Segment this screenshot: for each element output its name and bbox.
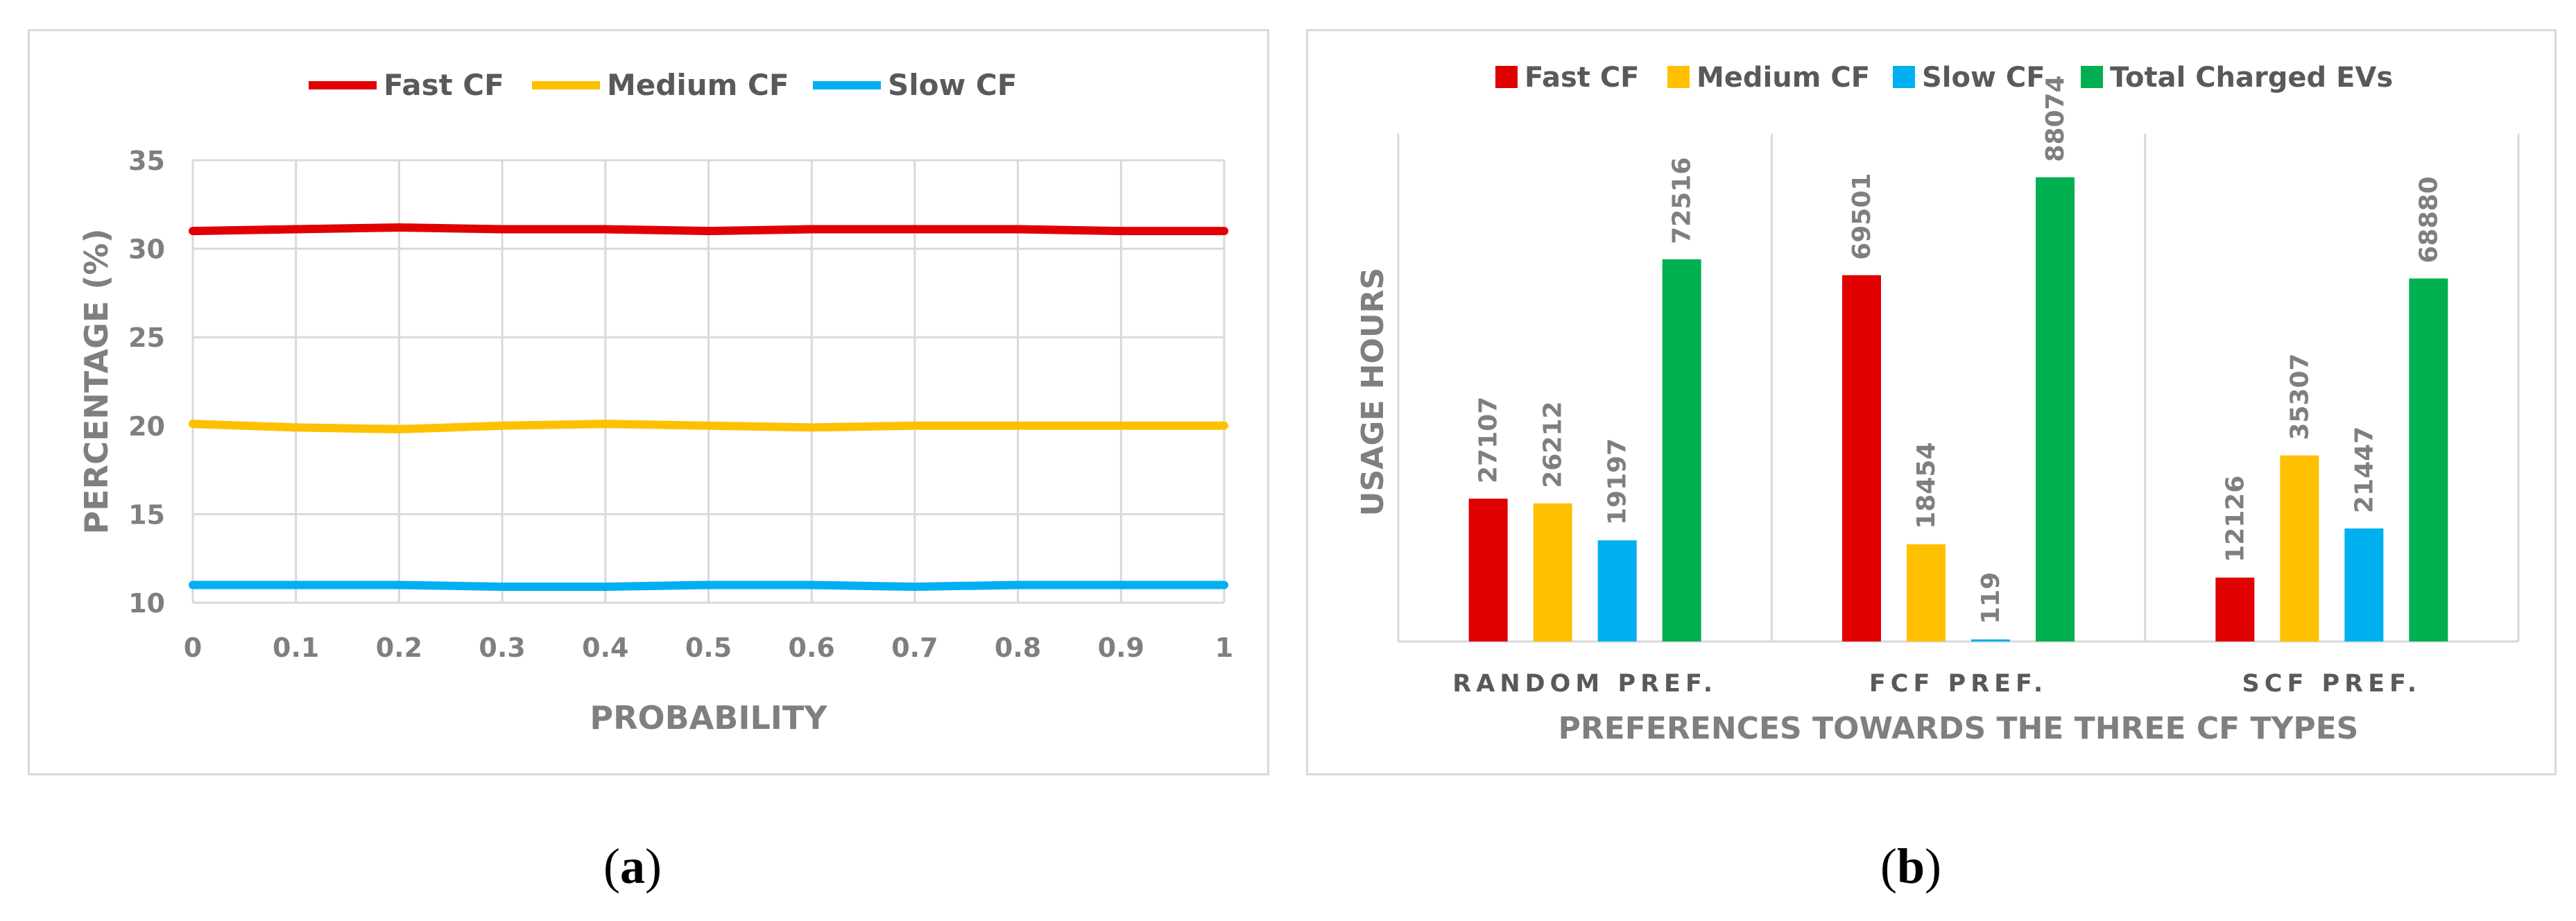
bar — [2280, 455, 2319, 642]
y-axis-title: PERCENTAGE (%) — [78, 229, 115, 535]
data-label: 119 — [1977, 572, 2005, 624]
y-tick-label: 25 — [128, 322, 165, 353]
bar — [1533, 503, 1572, 642]
legend-swatch — [2081, 66, 2103, 88]
x-tick-label: 0.2 — [376, 632, 422, 663]
y-tick-label: 35 — [128, 146, 165, 176]
y-axis-title: USAGE HOURS — [1355, 268, 1391, 517]
legend-swatch — [1495, 66, 1518, 88]
y-tick-label: 15 — [128, 499, 165, 530]
legend-label: Total Charged EVs — [2110, 62, 2393, 94]
x-tick-label: 1 — [1215, 632, 1233, 663]
y-tick-label: 30 — [128, 234, 165, 265]
x-axis-title: PREFERENCES TOWARDS THE THREE CF TYPES — [1559, 711, 2359, 746]
x-tick-label: 0 — [184, 632, 202, 663]
legend-swatch — [1893, 66, 1915, 88]
category-label: SCF PREF. — [2242, 670, 2422, 698]
bar — [2409, 278, 2448, 642]
data-label: 35307 — [2285, 353, 2314, 440]
category-label: FCF PREF. — [1869, 670, 2047, 698]
series-line — [189, 223, 1228, 236]
bar-chart-svg: 27107 26212 19197 72516 RANDOM PREF. 69501 184… — [1355, 62, 2520, 746]
bar — [1907, 544, 1946, 642]
series-line — [189, 580, 1228, 592]
data-label: 27107 — [1475, 397, 1503, 483]
caption-a: (a) — [603, 838, 662, 894]
data-label: 69501 — [1848, 173, 1876, 260]
x-tick-label: 0.3 — [479, 632, 525, 663]
bar — [1468, 498, 1508, 642]
y-tick-label: 20 — [128, 411, 165, 442]
x-tick-label: 0.5 — [685, 632, 732, 663]
legend-label: Medium CF — [607, 68, 789, 102]
bar — [1662, 259, 1701, 642]
legend-label: Fast CF — [1525, 62, 1640, 94]
chart-a-panel: 0 0.1 0.2 0.3 0.4 0.5 0.6 0.7 0.8 0.9 1 10 15 20 25 30 3… — [28, 29, 1269, 775]
x-tick-label: 0.9 — [1098, 632, 1144, 663]
legend-label: Fast CF — [384, 68, 504, 102]
data-label: 12126 — [2221, 476, 2249, 562]
bar — [2215, 577, 2255, 642]
x-tick-label: 0.1 — [273, 632, 319, 663]
bar — [1971, 639, 2010, 642]
legend-label: Slow CF — [1922, 62, 2045, 94]
data-label: 21447 — [2350, 427, 2378, 513]
data-label: 26212 — [1539, 402, 1568, 488]
data-label: 72516 — [1668, 157, 1697, 244]
chart-b-panel: 27107 26212 19197 72516 RANDOM PREF. 69501 184… — [1306, 29, 2557, 775]
data-label: 88074 — [2041, 75, 2070, 162]
y-tick-label: 10 — [128, 588, 165, 619]
x-tick-label: 0.7 — [891, 632, 938, 663]
legend-label: Slow CF — [888, 68, 1017, 102]
bar — [1842, 275, 1881, 642]
caption-b: (b) — [1880, 838, 1941, 894]
x-tick-label: 0.6 — [789, 632, 835, 663]
bar — [2344, 528, 2384, 642]
series-line — [189, 420, 1228, 433]
data-label: 68880 — [2414, 176, 2443, 263]
bar — [1597, 540, 1637, 642]
data-label: 19197 — [1604, 438, 1632, 525]
x-tick-label: 0.8 — [995, 632, 1041, 663]
x-axis-title: PROBABILITY — [590, 699, 827, 737]
category-label: RANDOM PREF. — [1452, 670, 1717, 698]
legend-swatch — [1667, 66, 1690, 88]
line-chart-svg: 0 0.1 0.2 0.3 0.4 0.5 0.6 0.7 0.8 0.9 1 10 15 20 25 30 3… — [78, 68, 1233, 737]
x-tick-label: 0.4 — [582, 632, 628, 663]
legend-label: Medium CF — [1697, 62, 1870, 94]
bar — [2036, 177, 2075, 642]
data-label: 18454 — [1912, 442, 1941, 528]
